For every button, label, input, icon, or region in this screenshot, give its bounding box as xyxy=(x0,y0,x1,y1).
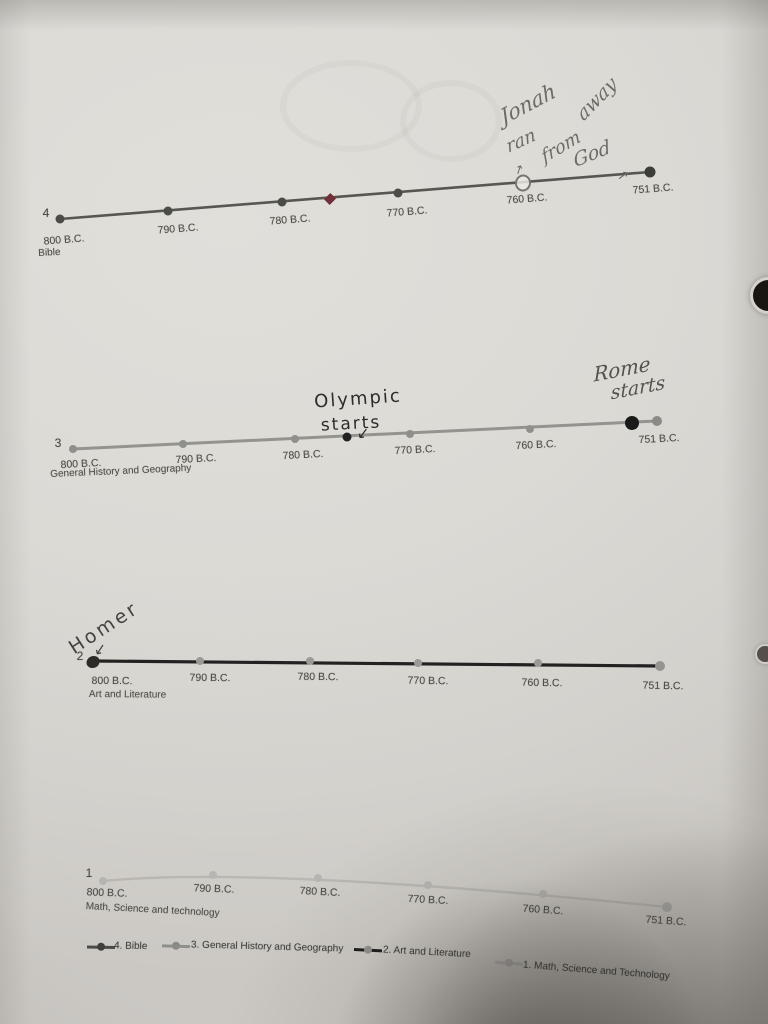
timeline-dot xyxy=(393,188,403,198)
tick-label: 770 B.C. xyxy=(407,674,449,688)
tick-label: 760 B.C. xyxy=(521,676,563,690)
timeline-dot xyxy=(406,430,414,438)
timeline-category-label: Bible xyxy=(38,246,61,259)
tick-label: 780 B.C. xyxy=(297,670,339,684)
handwritten-line: starts xyxy=(320,412,382,436)
timeline-1-line xyxy=(102,875,668,909)
timeline-category-label: Art and Literature xyxy=(88,689,167,701)
timeline-dot xyxy=(55,214,65,224)
timeline-end-dot xyxy=(662,902,672,912)
tick-label: 780 B.C. xyxy=(299,884,341,900)
timeline-dot xyxy=(163,206,173,216)
timeline-4-line xyxy=(59,170,651,221)
timeline-dot xyxy=(526,425,534,433)
tick-label: 770 B.C. xyxy=(407,892,449,908)
timeline-dot xyxy=(277,197,287,207)
timeline-dot xyxy=(414,659,422,667)
tick-label: 760 B.C. xyxy=(515,437,557,453)
timeline-end-dot xyxy=(644,166,656,178)
tick-label: 751 B.C. xyxy=(642,679,684,693)
timeline-dot xyxy=(196,657,204,665)
timeline-dot xyxy=(539,890,547,898)
timeline-dot xyxy=(314,874,322,882)
tick-label: 790 B.C. xyxy=(193,882,235,896)
timeline-dot xyxy=(209,871,217,879)
tick-label: 751 B.C. xyxy=(638,431,680,447)
legend-marker-bible xyxy=(86,942,116,952)
timeline-dot xyxy=(179,440,187,448)
legend-label: 4. Bible xyxy=(113,940,148,953)
timeline-dot xyxy=(99,877,107,885)
timeline-dot xyxy=(291,435,299,443)
timeline-end-dot xyxy=(652,416,662,426)
rome-event-dot xyxy=(625,416,639,430)
timeline-dot xyxy=(424,881,432,889)
tick-label: 800 B.C. xyxy=(86,886,128,900)
timeline-end-dot xyxy=(655,661,665,671)
tick-label: 780 B.C. xyxy=(282,447,324,463)
timeline-number: 3 xyxy=(54,436,62,450)
tick-label: 800 B.C. xyxy=(91,674,133,688)
timeline-dot xyxy=(534,659,542,667)
timeline-2-line xyxy=(94,659,661,668)
timeline-number: 1 xyxy=(85,866,93,880)
timeline-number: 4 xyxy=(42,206,50,220)
pencil-arrow-mark-icon: ↗ xyxy=(616,167,630,185)
timeline-dot xyxy=(69,445,77,453)
hole-punch xyxy=(755,644,768,664)
tick-label: 770 B.C. xyxy=(394,442,436,458)
timeline-dot xyxy=(306,657,314,665)
pencil-arrow-down-left-icon: ↙ xyxy=(355,423,371,443)
tick-label: 790 B.C. xyxy=(189,671,231,685)
